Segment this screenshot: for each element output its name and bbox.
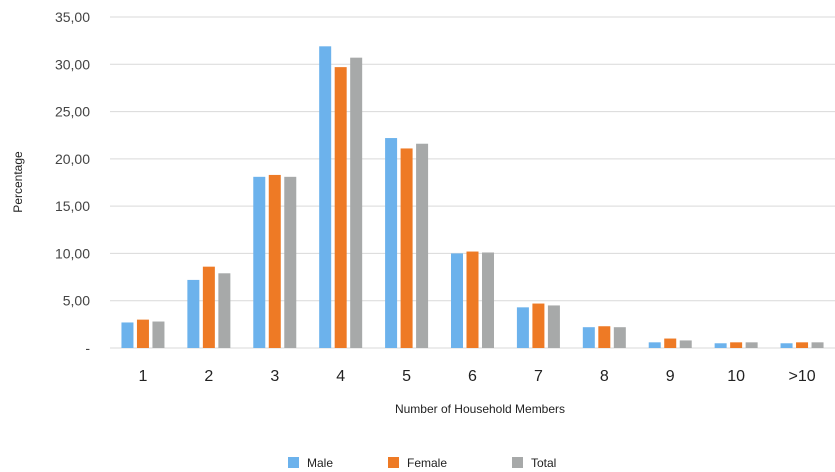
x-axis-label: Number of Household Members xyxy=(395,402,565,416)
x-tick-label: 5 xyxy=(402,368,411,385)
x-tick-label: 7 xyxy=(534,368,543,385)
bar-total-8 xyxy=(613,327,626,348)
x-tick-label: 4 xyxy=(336,368,345,385)
x-tick-label: 9 xyxy=(666,368,675,385)
bar-male-9 xyxy=(648,342,661,348)
bar-male-3 xyxy=(253,176,266,348)
x-tick-label: >10 xyxy=(788,368,815,385)
y-tick-label: 35,00 xyxy=(55,9,90,25)
bar-male-6 xyxy=(451,253,463,348)
x-tick-label: 2 xyxy=(204,368,213,385)
y-axis-label: Percentage xyxy=(11,151,25,213)
legend-swatch xyxy=(512,457,523,468)
bar-female-5 xyxy=(400,148,413,348)
y-tick-label: - xyxy=(85,340,90,356)
bar-total-7 xyxy=(547,305,560,348)
legend-label: Female xyxy=(407,456,447,470)
y-tick-label: 30,00 xyxy=(55,56,90,72)
bar-total-10 xyxy=(745,342,758,348)
bar-total-9 xyxy=(679,340,692,348)
x-tick-label: 6 xyxy=(468,368,477,385)
legend-label: Male xyxy=(307,456,333,470)
x-axis-ticks: 1 2 3 4 5 6 7 8 9 10 >10 xyxy=(139,368,816,385)
bar-male-8 xyxy=(582,327,595,348)
bar-female-10 xyxy=(730,342,743,348)
legend-item-male: Male xyxy=(288,456,333,470)
bar-total-6 xyxy=(482,252,494,348)
y-tick-label: 25,00 xyxy=(55,104,90,120)
bar-total-1 xyxy=(152,321,165,348)
bar-male-10 xyxy=(714,343,727,348)
y-axis-ticks: - 5,00 10,00 15,00 20,00 25,00 30,00 35,00 xyxy=(55,9,90,356)
bar-female-9 xyxy=(664,338,677,348)
bar-male-1 xyxy=(121,322,134,348)
x-tick-label: 1 xyxy=(139,368,148,385)
x-tick-label: 10 xyxy=(727,368,745,385)
bar-total-5 xyxy=(416,143,429,348)
bar-female-4 xyxy=(334,67,347,348)
y-tick-label: 20,00 xyxy=(55,151,90,167)
bar-male-gt10 xyxy=(780,343,793,348)
bar-male-7 xyxy=(516,307,529,348)
bar-female-7 xyxy=(532,303,545,348)
x-tick-label: 3 xyxy=(270,368,279,385)
legend-label: Total xyxy=(531,456,556,470)
bar-male-5 xyxy=(385,138,398,348)
bar-female-2 xyxy=(202,266,215,348)
x-tick-label: 8 xyxy=(600,368,609,385)
bar-total-2 xyxy=(218,273,231,348)
bar-male-4 xyxy=(319,46,332,349)
bar-total-3 xyxy=(284,176,297,348)
bar-total-4 xyxy=(350,57,363,349)
legend-swatch xyxy=(388,457,399,468)
bar-total-gt10 xyxy=(811,342,824,348)
bars xyxy=(121,46,824,349)
legend-item-total: Total xyxy=(512,456,556,470)
bar-female-3 xyxy=(268,174,281,348)
bar-female-gt10 xyxy=(796,342,809,348)
y-tick-label: 10,00 xyxy=(55,245,90,261)
y-tick-label: 15,00 xyxy=(55,198,90,214)
bar-female-1 xyxy=(136,319,149,348)
legend-item-female: Female xyxy=(388,456,447,470)
legend: Male Female Total xyxy=(288,456,556,470)
bar-female-8 xyxy=(598,326,611,348)
bar-male-2 xyxy=(187,279,200,348)
y-tick-label: 5,00 xyxy=(63,293,90,309)
legend-swatch xyxy=(288,457,299,468)
bar-female-6 xyxy=(466,251,479,348)
